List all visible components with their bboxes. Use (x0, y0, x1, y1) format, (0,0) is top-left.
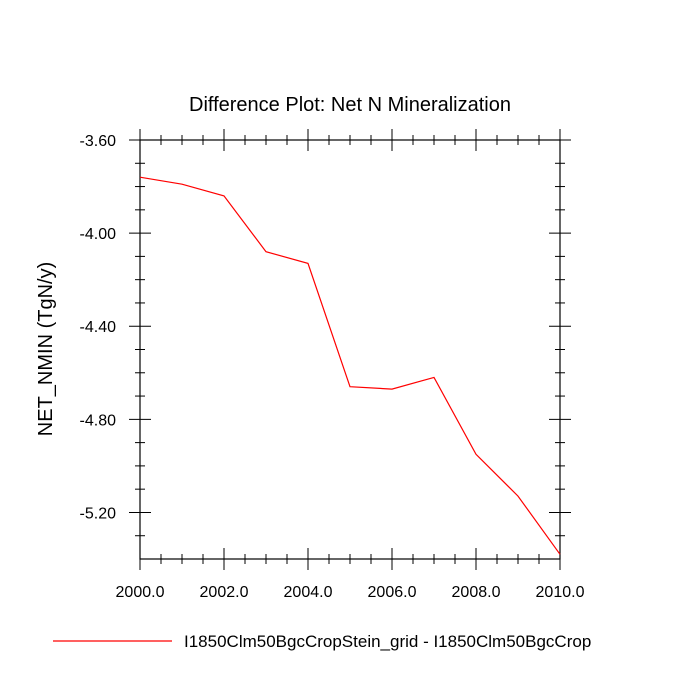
x-tick-label: 2006.0 (368, 584, 417, 601)
y-tick-label: -3.60 (80, 133, 117, 150)
x-tick-label: 2008.0 (452, 584, 501, 601)
legend: I1850Clm50BgcCropStein_grid - I1850Clm50… (53, 632, 591, 651)
legend-entry-label: I1850Clm50BgcCropStein_grid - I1850Clm50… (184, 632, 591, 651)
y-tick-label: -5.20 (80, 505, 117, 522)
plot-frame (139, 139, 561, 560)
y-tick-label: -4.00 (80, 226, 117, 243)
x-tick-label: 2010.0 (536, 584, 585, 601)
chart-title: Difference Plot: Net N Mineralization (189, 94, 511, 116)
series-layer (139, 176, 561, 555)
y-tick-label: -4.80 (80, 412, 117, 429)
series-line (139, 176, 561, 555)
axis-ticks (129, 129, 571, 570)
y-tick-label: -4.40 (80, 319, 117, 336)
x-tick-labels: 2000.0 2002.0 2004.0 2006.0 2008.0 2010.0 (116, 584, 585, 601)
y-axis-label: NET_NMIN (TgN/y) (35, 262, 57, 436)
y-tick-labels: -3.60 -4.00 -4.40 -4.80 -5.20 (80, 133, 117, 522)
x-tick-label: 2004.0 (284, 584, 333, 601)
x-tick-label: 2002.0 (200, 584, 249, 601)
x-tick-label: 2000.0 (116, 584, 165, 601)
